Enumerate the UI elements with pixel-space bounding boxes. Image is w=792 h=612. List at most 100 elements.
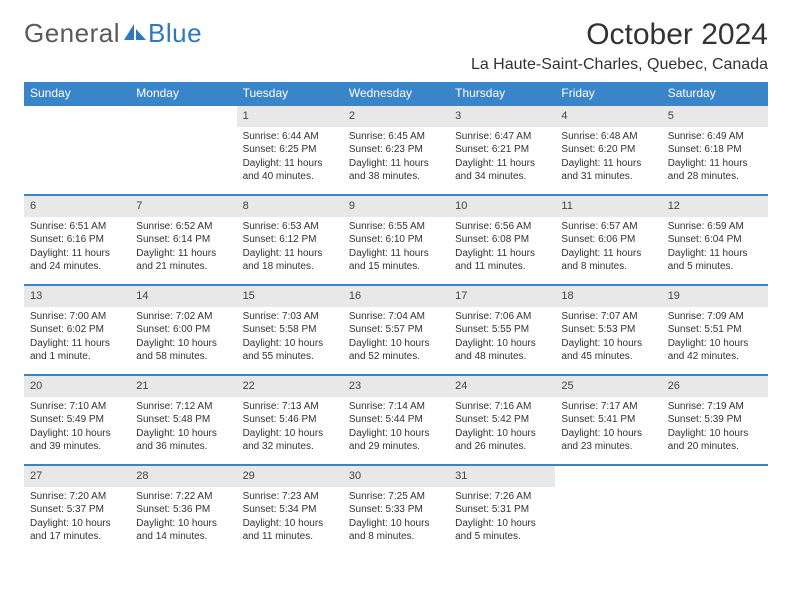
page-header: General Blue October 2024 La Haute-Saint… [24, 18, 768, 74]
day-cell: 21Sunrise: 7:12 AMSunset: 5:48 PMDayligh… [130, 376, 236, 464]
day-number: 17 [449, 286, 555, 307]
sunset-text: Sunset: 6:10 PM [349, 233, 443, 247]
daylight-text: Daylight: 10 hours and 23 minutes. [561, 427, 655, 454]
sunset-text: Sunset: 5:41 PM [561, 413, 655, 427]
sunrise-text: Sunrise: 6:56 AM [455, 220, 549, 234]
sunset-text: Sunset: 6:20 PM [561, 143, 655, 157]
daylight-text: Daylight: 10 hours and 5 minutes. [455, 517, 549, 544]
dow-tuesday: Tuesday [237, 82, 343, 104]
day-cell: 15Sunrise: 7:03 AMSunset: 5:58 PMDayligh… [237, 286, 343, 374]
month-title: October 2024 [471, 18, 768, 52]
day-number: 8 [237, 196, 343, 217]
day-body: Sunrise: 7:16 AMSunset: 5:42 PMDaylight:… [449, 397, 555, 460]
day-number: 7 [130, 196, 236, 217]
day-body: Sunrise: 6:44 AMSunset: 6:25 PMDaylight:… [237, 127, 343, 190]
day-body: Sunrise: 7:13 AMSunset: 5:46 PMDaylight:… [237, 397, 343, 460]
daylight-text: Daylight: 10 hours and 11 minutes. [243, 517, 337, 544]
sunset-text: Sunset: 6:21 PM [455, 143, 549, 157]
brand-part2: Blue [148, 18, 202, 49]
week-row: ..1Sunrise: 6:44 AMSunset: 6:25 PMDaylig… [24, 104, 768, 194]
sunrise-text: Sunrise: 7:25 AM [349, 490, 443, 504]
day-body: Sunrise: 7:22 AMSunset: 5:36 PMDaylight:… [130, 487, 236, 550]
day-number: 20 [24, 376, 130, 397]
brand-logo: General Blue [24, 18, 202, 49]
daylight-text: Daylight: 11 hours and 34 minutes. [455, 157, 549, 184]
sunrise-text: Sunrise: 7:22 AM [136, 490, 230, 504]
day-cell: 13Sunrise: 7:00 AMSunset: 6:02 PMDayligh… [24, 286, 130, 374]
daylight-text: Daylight: 11 hours and 38 minutes. [349, 157, 443, 184]
day-cell: 24Sunrise: 7:16 AMSunset: 5:42 PMDayligh… [449, 376, 555, 464]
sunset-text: Sunset: 5:34 PM [243, 503, 337, 517]
daylight-text: Daylight: 10 hours and 42 minutes. [668, 337, 762, 364]
day-number: 21 [130, 376, 236, 397]
day-body: Sunrise: 6:48 AMSunset: 6:20 PMDaylight:… [555, 127, 661, 190]
day-number: 29 [237, 466, 343, 487]
sunset-text: Sunset: 5:39 PM [668, 413, 762, 427]
day-number: 13 [24, 286, 130, 307]
day-cell: 18Sunrise: 7:07 AMSunset: 5:53 PMDayligh… [555, 286, 661, 374]
sunset-text: Sunset: 6:00 PM [136, 323, 230, 337]
day-body: Sunrise: 7:06 AMSunset: 5:55 PMDaylight:… [449, 307, 555, 370]
sunrise-text: Sunrise: 7:04 AM [349, 310, 443, 324]
sunrise-text: Sunrise: 6:45 AM [349, 130, 443, 144]
day-number: 6 [24, 196, 130, 217]
title-block: October 2024 La Haute-Saint-Charles, Que… [471, 18, 768, 74]
day-cell: 6Sunrise: 6:51 AMSunset: 6:16 PMDaylight… [24, 196, 130, 284]
sunset-text: Sunset: 6:12 PM [243, 233, 337, 247]
daylight-text: Daylight: 10 hours and 20 minutes. [668, 427, 762, 454]
daylight-text: Daylight: 11 hours and 8 minutes. [561, 247, 655, 274]
sunrise-text: Sunrise: 7:02 AM [136, 310, 230, 324]
day-body: Sunrise: 7:09 AMSunset: 5:51 PMDaylight:… [662, 307, 768, 370]
week-row: 27Sunrise: 7:20 AMSunset: 5:37 PMDayligh… [24, 464, 768, 554]
logo-sail-icon [124, 18, 146, 49]
day-number: 25 [555, 376, 661, 397]
daylight-text: Daylight: 10 hours and 55 minutes. [243, 337, 337, 364]
day-number: 19 [662, 286, 768, 307]
daylight-text: Daylight: 10 hours and 26 minutes. [455, 427, 549, 454]
day-cell: 26Sunrise: 7:19 AMSunset: 5:39 PMDayligh… [662, 376, 768, 464]
day-body: Sunrise: 6:47 AMSunset: 6:21 PMDaylight:… [449, 127, 555, 190]
sunset-text: Sunset: 6:04 PM [668, 233, 762, 247]
calendar-grid: Sunday Monday Tuesday Wednesday Thursday… [24, 82, 768, 554]
daylight-text: Daylight: 10 hours and 14 minutes. [136, 517, 230, 544]
day-cell: 7Sunrise: 6:52 AMSunset: 6:14 PMDaylight… [130, 196, 236, 284]
dow-friday: Friday [555, 82, 661, 104]
day-body: Sunrise: 7:02 AMSunset: 6:00 PMDaylight:… [130, 307, 236, 370]
day-number: 3 [449, 106, 555, 127]
daylight-text: Daylight: 11 hours and 1 minute. [30, 337, 124, 364]
day-body: Sunrise: 6:57 AMSunset: 6:06 PMDaylight:… [555, 217, 661, 280]
sunrise-text: Sunrise: 7:26 AM [455, 490, 549, 504]
day-number: 28 [130, 466, 236, 487]
day-body: Sunrise: 7:17 AMSunset: 5:41 PMDaylight:… [555, 397, 661, 460]
sunset-text: Sunset: 5:51 PM [668, 323, 762, 337]
day-number: 9 [343, 196, 449, 217]
daylight-text: Daylight: 11 hours and 21 minutes. [136, 247, 230, 274]
day-cell: 19Sunrise: 7:09 AMSunset: 5:51 PMDayligh… [662, 286, 768, 374]
sunset-text: Sunset: 5:55 PM [455, 323, 549, 337]
sunset-text: Sunset: 5:42 PM [455, 413, 549, 427]
day-number: 4 [555, 106, 661, 127]
day-number: 10 [449, 196, 555, 217]
day-body: Sunrise: 7:12 AMSunset: 5:48 PMDaylight:… [130, 397, 236, 460]
day-number: 24 [449, 376, 555, 397]
sunrise-text: Sunrise: 6:57 AM [561, 220, 655, 234]
week-row: 6Sunrise: 6:51 AMSunset: 6:16 PMDaylight… [24, 194, 768, 284]
sunset-text: Sunset: 5:33 PM [349, 503, 443, 517]
day-cell: 22Sunrise: 7:13 AMSunset: 5:46 PMDayligh… [237, 376, 343, 464]
day-cell: . [24, 106, 130, 194]
sunset-text: Sunset: 5:31 PM [455, 503, 549, 517]
day-body: Sunrise: 6:45 AMSunset: 6:23 PMDaylight:… [343, 127, 449, 190]
day-number: 11 [555, 196, 661, 217]
day-body: Sunrise: 7:23 AMSunset: 5:34 PMDaylight:… [237, 487, 343, 550]
week-row: 13Sunrise: 7:00 AMSunset: 6:02 PMDayligh… [24, 284, 768, 374]
day-body: Sunrise: 7:00 AMSunset: 6:02 PMDaylight:… [24, 307, 130, 370]
day-number: 12 [662, 196, 768, 217]
day-body: Sunrise: 6:56 AMSunset: 6:08 PMDaylight:… [449, 217, 555, 280]
daylight-text: Daylight: 11 hours and 18 minutes. [243, 247, 337, 274]
day-number: 18 [555, 286, 661, 307]
dow-wednesday: Wednesday [343, 82, 449, 104]
day-cell: . [130, 106, 236, 194]
day-body: Sunrise: 6:59 AMSunset: 6:04 PMDaylight:… [662, 217, 768, 280]
sunrise-text: Sunrise: 6:48 AM [561, 130, 655, 144]
daylight-text: Daylight: 10 hours and 17 minutes. [30, 517, 124, 544]
